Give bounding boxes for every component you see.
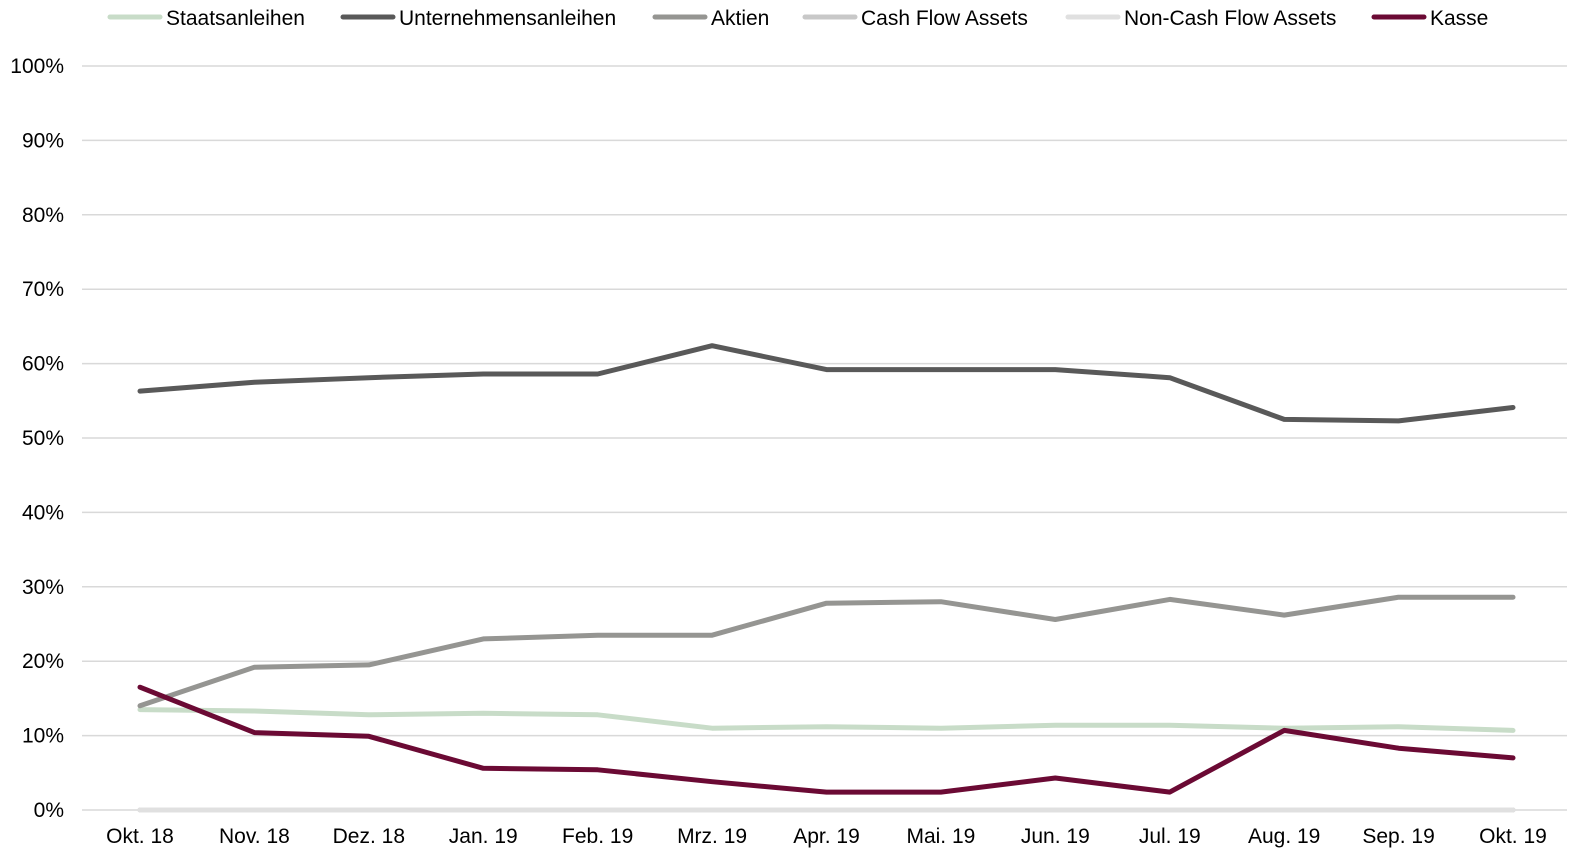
x-tick-label: Apr. 19 xyxy=(793,825,860,848)
x-tick-label: Okt. 19 xyxy=(1479,825,1547,848)
series-lines xyxy=(137,343,1516,813)
x-tick-label: Nov. 18 xyxy=(219,825,290,848)
x-tick-label: Okt. 18 xyxy=(106,825,174,848)
y-tick-label: 70% xyxy=(22,278,64,301)
x-tick-label: Jun. 19 xyxy=(1021,825,1090,848)
legend-label-staatsanleihen: Staatsanleihen xyxy=(166,7,305,30)
y-axis: 0% 10% 20% 30% 40% 50% 60% 70% 80% 90% 100% xyxy=(10,55,64,822)
legend-label-non-cash-flow-assets: Non-Cash Flow Assets xyxy=(1124,7,1336,30)
x-tick-label: Aug. 19 xyxy=(1248,825,1320,848)
x-tick-label: Mrz. 19 xyxy=(677,825,747,848)
x-tick-label: Jan. 19 xyxy=(449,825,518,848)
y-tick-label: 20% xyxy=(22,650,64,673)
legend-label-kasse: Kasse xyxy=(1430,7,1488,30)
series-line-aktien xyxy=(137,594,1516,709)
y-tick-label: 0% xyxy=(34,799,64,822)
x-tick-label: Jul. 19 xyxy=(1139,825,1201,848)
series-line-unternehmensanleihen xyxy=(137,343,1516,424)
y-tick-label: 60% xyxy=(22,353,64,376)
y-tick-label: 100% xyxy=(10,55,64,78)
x-tick-label: Dez. 18 xyxy=(333,825,405,848)
y-tick-label: 90% xyxy=(22,129,64,152)
x-tick-label: Sep. 19 xyxy=(1362,825,1434,848)
legend-label-aktien: Aktien xyxy=(711,7,769,30)
y-tick-label: 10% xyxy=(22,725,64,748)
legend-label-cash-flow-assets: Cash Flow Assets xyxy=(861,7,1028,30)
gridlines xyxy=(82,65,1567,811)
legend: Staatsanleihen Unternehmensanleihen Aktien… xyxy=(107,7,1488,30)
series-line-kasse xyxy=(137,684,1516,795)
series-line-staatsanleihen xyxy=(137,707,1516,733)
y-tick-label: 40% xyxy=(22,501,64,524)
y-tick-label: 80% xyxy=(22,204,64,227)
x-axis: Okt. 18 Nov. 18 Dez. 18 Jan. 19 Feb. 19 Mrz. … xyxy=(106,825,1547,848)
legend-label-unternehmensanleihen: Unternehmensanleihen xyxy=(399,7,616,30)
x-tick-label: Feb. 19 xyxy=(562,825,633,848)
y-tick-label: 50% xyxy=(22,427,64,450)
x-tick-label: Mai. 19 xyxy=(906,825,975,848)
y-tick-label: 30% xyxy=(22,576,64,599)
